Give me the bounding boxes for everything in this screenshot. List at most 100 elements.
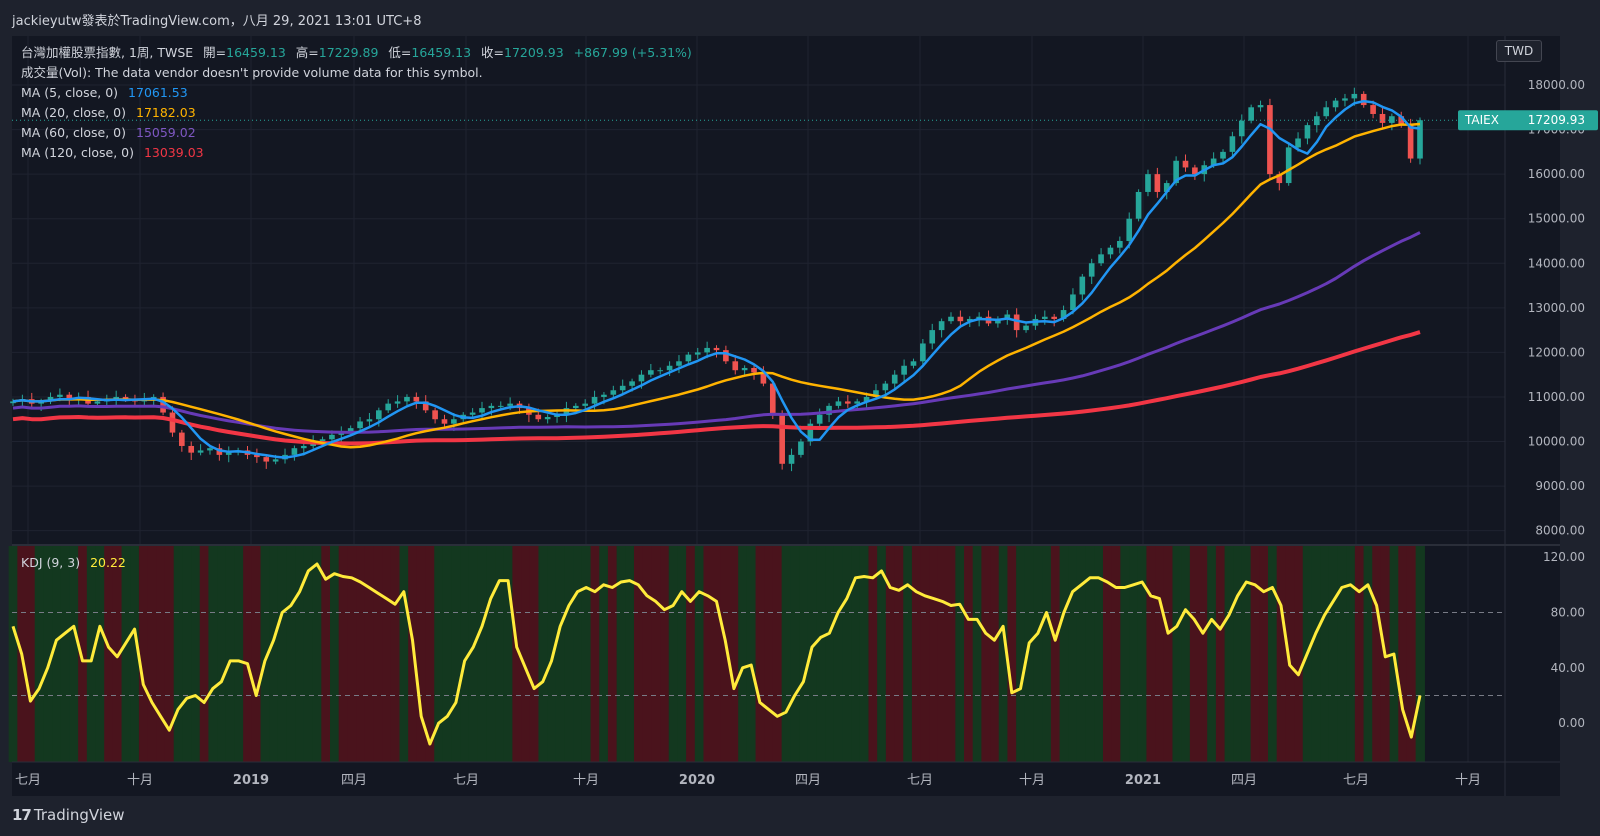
ma60-label: MA (60, close, 0) [21, 125, 127, 140]
kdj-zone-5 [52, 546, 62, 762]
candle-73 [694, 347, 701, 359]
price-tick-0: 18000.00 [1528, 78, 1585, 92]
kdj-zone-138 [1207, 546, 1217, 762]
candle-94 [891, 370, 898, 390]
kdj-zone-115 [1007, 546, 1017, 762]
symbol-name: 台灣加權股票指數, 1周, TWSE [21, 45, 194, 60]
candle-150 [1417, 117, 1423, 165]
candle-121 [1145, 169, 1151, 197]
ma120-line[interactable] [12, 330, 1421, 446]
kdj-zone-112 [981, 546, 991, 762]
kdj-zone-43 [382, 546, 392, 762]
kdj-zone-122 [1068, 546, 1078, 762]
kdj-zone-135 [1181, 546, 1191, 762]
kdj-zone-51 [451, 546, 461, 762]
candle-140 [1323, 101, 1330, 119]
kdj-line[interactable] [11, 562, 1422, 746]
ma60-value: 15059.02 [136, 125, 196, 140]
price-tick-10: 8000.00 [1535, 524, 1585, 538]
candle-114 [1079, 273, 1086, 301]
kdj-zone-87 [764, 546, 774, 762]
ma5-line[interactable] [12, 99, 1421, 459]
candle-4 [47, 392, 54, 405]
kdj-zone-126 [1102, 546, 1113, 762]
kdj-zone-117 [1024, 546, 1035, 762]
candle-119 [1126, 212, 1133, 249]
candle-88 [835, 396, 842, 409]
price-tick-9: 9000.00 [1535, 479, 1585, 493]
candle-138 [1304, 122, 1311, 145]
candle-100 [948, 312, 954, 324]
kdj-zone-120 [1050, 546, 1061, 762]
kdj-zone-52 [460, 546, 470, 762]
price-tag[interactable]: TAIEX 17209.93 [1458, 110, 1598, 131]
candle-27 [263, 454, 270, 469]
high-prefix: 高= [295, 45, 319, 60]
footer-brand-text: TradingView [33, 806, 125, 824]
time-tick-0: 七月 [15, 773, 41, 788]
kdj-zone-143 [1250, 546, 1260, 762]
kdj-zone-61 [538, 546, 548, 762]
candle-26 [254, 448, 260, 463]
candle-79 [751, 363, 757, 380]
kdj-zone-99 [868, 546, 878, 762]
kdj-zone-30 [269, 546, 279, 762]
kdj-zone-26 [234, 546, 244, 762]
kdj-zone-53 [468, 546, 479, 762]
time-tick-11: 四月 [1231, 773, 1257, 788]
kdj-zone-160 [1398, 546, 1408, 762]
candle-59 [563, 401, 570, 423]
candle-136 [1285, 142, 1292, 186]
kdj-zone-71 [625, 546, 635, 762]
kdj-legend[interactable]: KDJ (9, 3) 20.22 [21, 555, 126, 570]
kdj-zone-145 [1268, 546, 1278, 762]
candle-58 [554, 410, 560, 423]
author-caption: jackieyutw發表於TradingView.com，八月 29, 2021… [12, 14, 422, 29]
legend-ma5[interactable]: MA (5, close, 0) 17061.53 [21, 83, 692, 103]
kdj-zone-55 [486, 546, 496, 762]
legend-symbol-row[interactable]: 台灣加權股票指數, 1周, TWSE 開=16459.13 高=17229.89… [21, 43, 692, 63]
kdj-zone-11 [104, 546, 114, 762]
ma120-label: MA (120, close, 0) [21, 145, 134, 160]
kdj-zone-121 [1059, 546, 1069, 762]
kdj-zone-132 [1155, 546, 1165, 762]
kdj-zone-2 [26, 546, 36, 762]
currency-badge[interactable]: TWD [1496, 40, 1542, 62]
kdj-zone-128 [1120, 546, 1130, 762]
time-tick-9: 十月 [1019, 773, 1045, 788]
kdj-zone-110 [964, 546, 974, 762]
candle-61 [582, 399, 588, 411]
kdj-zone-156 [1363, 546, 1373, 762]
legend-ma60[interactable]: MA (60, close, 0) 15059.02 [21, 123, 692, 143]
legend-ma20[interactable]: MA (20, close, 0) 17182.03 [21, 103, 692, 123]
kdj-zone-64 [564, 546, 574, 762]
time-tick-2: 2019 [233, 773, 269, 788]
candle-95 [901, 359, 907, 383]
legend-ma120[interactable]: MA (120, close, 0) 13039.03 [21, 143, 692, 163]
kdj-zone-116 [1016, 546, 1026, 762]
kdj-zone-96 [842, 546, 852, 762]
candle-43 [413, 392, 420, 409]
kdj-zone-124 [1085, 546, 1095, 762]
candle-98 [929, 323, 936, 350]
price-tick-4: 14000.00 [1528, 256, 1585, 270]
kdj-zone-142 [1241, 546, 1252, 762]
kdj-zone-60 [529, 546, 540, 762]
kdj-zone-103 [903, 546, 913, 762]
ma20-line[interactable] [12, 122, 1421, 449]
kdj-zone-161 [1406, 546, 1417, 762]
low-value: 16459.13 [411, 45, 472, 60]
kdj-zone-113 [990, 546, 1000, 762]
candle-134 [1267, 98, 1273, 180]
candle-129 [1220, 149, 1226, 163]
kdj-zone-10 [95, 546, 105, 762]
kdj-zone-42 [373, 546, 383, 762]
footer-brand[interactable]: 17 TradingView [12, 806, 125, 824]
kdj-zone-79 [694, 546, 705, 762]
ma60-line[interactable] [12, 231, 1421, 434]
kdj-zone-107 [937, 546, 948, 762]
time-tick-8: 七月 [907, 773, 933, 788]
kdj-zone-40 [356, 546, 366, 762]
kdj-zone-118 [1033, 546, 1043, 762]
